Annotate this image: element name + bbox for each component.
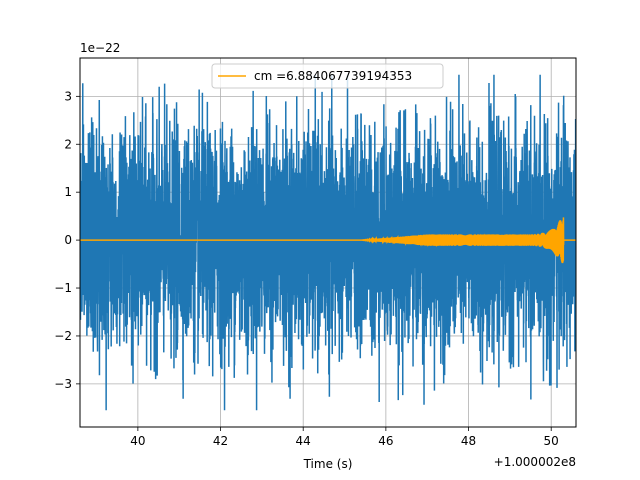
- x-tick-label: 44: [296, 434, 311, 448]
- y-tick-label: −1: [54, 281, 72, 295]
- x-tick-label: 40: [130, 434, 145, 448]
- axes-frame: [79, 57, 577, 428]
- x-tick-label: 42: [213, 434, 228, 448]
- legend-label-template: cm =6.884067739194353: [254, 69, 412, 83]
- y-axis-ticks: −3 −2 −1 0 1 2 3: [54, 89, 80, 391]
- x-tick-label: 50: [544, 434, 559, 448]
- x-tick-label: 48: [461, 434, 476, 448]
- y-scale-text: 1e−22: [80, 41, 120, 55]
- x-tick-label: 46: [378, 434, 393, 448]
- x-offset-text: +1.000002e8: [494, 455, 576, 469]
- y-tick-label: 3: [64, 89, 72, 103]
- y-tick-label: 1: [64, 185, 72, 199]
- legend-box: [211, 63, 444, 89]
- plot-area: [80, 74, 576, 411]
- y-tick-label: −3: [54, 377, 72, 391]
- y-tick-label: −2: [54, 329, 72, 343]
- legend: cm =6.884067739194353: [211, 63, 444, 89]
- x-axis-label: Time (s): [303, 457, 353, 471]
- series-template-line: [80, 217, 576, 264]
- y-tick-label: 2: [64, 137, 72, 151]
- y-tick-label: 0: [64, 233, 72, 247]
- x-axis-ticks: 40 42 44 46 48 50: [130, 427, 559, 448]
